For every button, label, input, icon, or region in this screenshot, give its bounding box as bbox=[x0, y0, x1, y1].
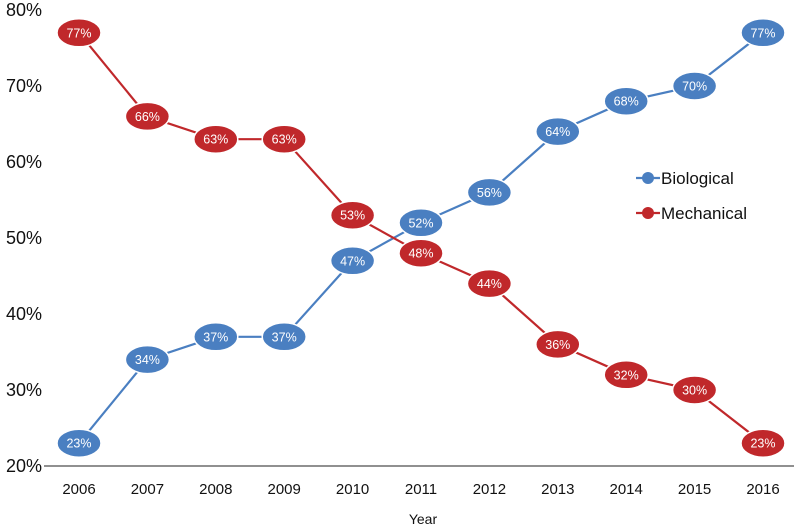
data-point-marker bbox=[603, 360, 649, 390]
y-tick-label: 50% bbox=[6, 228, 42, 248]
data-point-marker bbox=[261, 124, 307, 154]
y-tick-label: 30% bbox=[6, 380, 42, 400]
data-point-biological: 52% bbox=[398, 208, 444, 238]
x-tick-label: 2011 bbox=[405, 481, 437, 498]
data-label: 36% bbox=[545, 338, 570, 352]
x-tick-label: 2012 bbox=[473, 481, 506, 498]
data-label: 47% bbox=[340, 254, 365, 268]
x-tick-label: 2014 bbox=[610, 481, 643, 498]
data-point-marker bbox=[261, 322, 307, 352]
data-point-biological: 37% bbox=[261, 322, 307, 352]
x-tick-label: 2009 bbox=[268, 481, 301, 498]
series-lines bbox=[78, 31, 764, 445]
data-point-biological: 68% bbox=[603, 86, 649, 116]
data-point-marker bbox=[535, 116, 581, 147]
legend-item-mechanical: Mechanical bbox=[636, 204, 747, 223]
data-point-mechanical: 36% bbox=[535, 329, 581, 360]
data-label: 63% bbox=[203, 133, 228, 147]
data-point-biological: 47% bbox=[329, 246, 376, 276]
data-point-mechanical: 44% bbox=[466, 268, 513, 299]
data-label: 63% bbox=[272, 133, 297, 147]
data-point-marker bbox=[671, 71, 718, 101]
data-point-biological: 77% bbox=[740, 18, 786, 48]
data-point-marker bbox=[671, 375, 718, 405]
x-tick-labels: 2006 2007 2008 2009 2010 2011 2012 2013 2014 2015… bbox=[62, 481, 779, 498]
data-label: 37% bbox=[203, 330, 228, 344]
data-point-marker bbox=[56, 428, 102, 458]
x-tick-label: 2015 bbox=[678, 481, 711, 498]
data-point-mechanical: 32% bbox=[603, 360, 649, 390]
x-tick-label: 2008 bbox=[199, 481, 232, 498]
data-point-marker bbox=[603, 86, 649, 116]
data-point-marker bbox=[740, 18, 786, 48]
legend: Biological Mechanical bbox=[636, 169, 747, 223]
data-point-marker bbox=[56, 18, 102, 48]
legend-label: Biological bbox=[661, 169, 734, 188]
data-point-marker bbox=[398, 208, 444, 238]
x-tick-label: 2007 bbox=[131, 481, 164, 498]
legend-marker bbox=[642, 207, 654, 219]
data-point-mechanical: 77% bbox=[56, 18, 102, 48]
data-point-mechanical: 23% bbox=[740, 428, 786, 458]
data-label: 77% bbox=[750, 26, 775, 40]
x-tick-label: 2006 bbox=[62, 481, 95, 498]
data-label: 30% bbox=[682, 384, 707, 398]
data-point-biological: 64% bbox=[535, 116, 581, 147]
data-point-mechanical: 30% bbox=[671, 375, 718, 405]
data-point-mechanical: 66% bbox=[124, 101, 171, 132]
data-point-marker bbox=[193, 124, 239, 154]
x-tick-label: 2016 bbox=[746, 481, 779, 498]
data-label: 70% bbox=[682, 80, 707, 94]
data-point-mechanical: 48% bbox=[398, 238, 444, 268]
data-point-marker bbox=[124, 101, 171, 132]
data-label: 44% bbox=[477, 277, 502, 291]
y-tick-labels: 20% 30% 40% 50% 60% 70% 80% bbox=[6, 0, 42, 476]
data-point-biological: 23% bbox=[56, 428, 102, 458]
legend-item-biological: Biological bbox=[636, 169, 734, 188]
data-point-marker bbox=[535, 329, 581, 360]
data-label: 52% bbox=[408, 216, 433, 230]
series-points: 23% 34% 37% 37% 47% 52% 56% 64% 68% 70% 77% 77% 66% 6… bbox=[56, 18, 786, 458]
data-label: 23% bbox=[66, 437, 91, 451]
data-point-marker bbox=[329, 246, 376, 276]
legend-marker bbox=[642, 172, 654, 184]
data-point-marker bbox=[329, 200, 376, 230]
x-tick-label: 2010 bbox=[336, 481, 369, 498]
y-tick-label: 80% bbox=[6, 0, 42, 20]
data-point-biological: 34% bbox=[124, 344, 171, 375]
y-tick-label: 60% bbox=[6, 152, 42, 172]
data-point-marker bbox=[193, 322, 239, 352]
data-label: 23% bbox=[750, 437, 775, 451]
data-point-marker bbox=[740, 428, 786, 458]
data-label: 64% bbox=[545, 125, 570, 139]
data-label: 53% bbox=[340, 209, 365, 223]
y-tick-label: 40% bbox=[6, 304, 42, 324]
data-label: 68% bbox=[614, 95, 639, 109]
data-label: 34% bbox=[135, 353, 160, 367]
x-axis-title: Year bbox=[409, 511, 438, 527]
data-point-marker bbox=[466, 177, 513, 208]
data-label: 66% bbox=[135, 110, 160, 124]
data-point-mechanical: 63% bbox=[261, 124, 307, 154]
y-tick-label: 70% bbox=[6, 76, 42, 96]
x-tick-label: 2013 bbox=[541, 481, 574, 498]
data-point-marker bbox=[124, 344, 171, 375]
data-point-biological: 37% bbox=[193, 322, 239, 352]
y-tick-label: 20% bbox=[6, 456, 42, 476]
data-point-marker bbox=[466, 268, 513, 299]
data-label: 56% bbox=[477, 186, 502, 200]
data-label: 32% bbox=[614, 368, 639, 382]
data-point-mechanical: 63% bbox=[193, 124, 239, 154]
data-label: 77% bbox=[66, 26, 91, 40]
data-point-biological: 56% bbox=[466, 177, 513, 208]
data-label: 37% bbox=[272, 330, 297, 344]
data-label: 48% bbox=[408, 247, 433, 261]
data-point-marker bbox=[398, 238, 444, 268]
data-point-mechanical: 53% bbox=[329, 200, 376, 230]
data-point-biological: 70% bbox=[671, 71, 718, 101]
legend-label: Mechanical bbox=[661, 204, 747, 223]
